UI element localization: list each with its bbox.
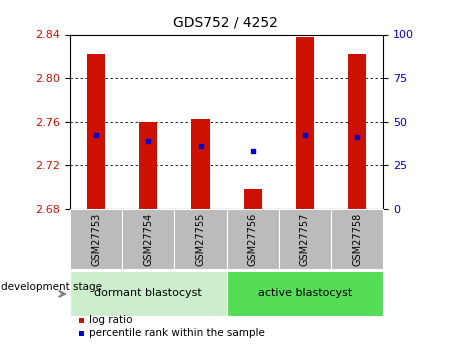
Text: GDS752 / 4252: GDS752 / 4252 [173,16,278,30]
Text: dormant blastocyst: dormant blastocyst [94,288,202,298]
Text: log ratio: log ratio [89,315,132,325]
Text: active blastocyst: active blastocyst [258,288,352,298]
Bar [139,122,157,209]
Text: GSM27758: GSM27758 [352,212,362,266]
Text: GSM27753: GSM27753 [91,212,101,266]
Text: GSM27754: GSM27754 [143,212,153,266]
Text: development stage: development stage [1,282,102,292]
Text: GSM27757: GSM27757 [300,212,310,266]
Bar [296,37,314,209]
Bar [244,189,262,209]
Bar [348,54,366,209]
Text: percentile rank within the sample: percentile rank within the sample [89,328,265,338]
Bar [87,54,105,209]
Bar [191,119,210,209]
Text: GSM27756: GSM27756 [248,212,258,266]
Text: GSM27755: GSM27755 [195,212,206,266]
